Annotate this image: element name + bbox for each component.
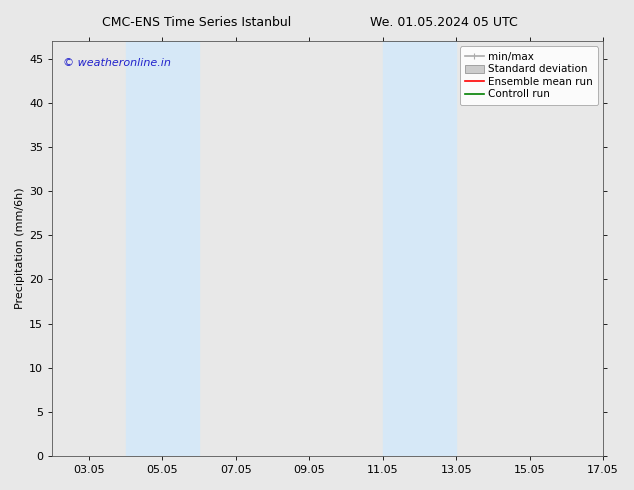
Text: © weatheronline.in: © weatheronline.in bbox=[63, 58, 171, 68]
Y-axis label: Precipitation (mm/6h): Precipitation (mm/6h) bbox=[15, 188, 25, 309]
Bar bbox=[126, 41, 199, 456]
Text: We. 01.05.2024 05 UTC: We. 01.05.2024 05 UTC bbox=[370, 16, 518, 29]
Bar bbox=[383, 41, 456, 456]
Legend: min/max, Standard deviation, Ensemble mean run, Controll run: min/max, Standard deviation, Ensemble me… bbox=[460, 47, 598, 105]
Text: CMC-ENS Time Series Istanbul: CMC-ENS Time Series Istanbul bbox=[102, 16, 291, 29]
